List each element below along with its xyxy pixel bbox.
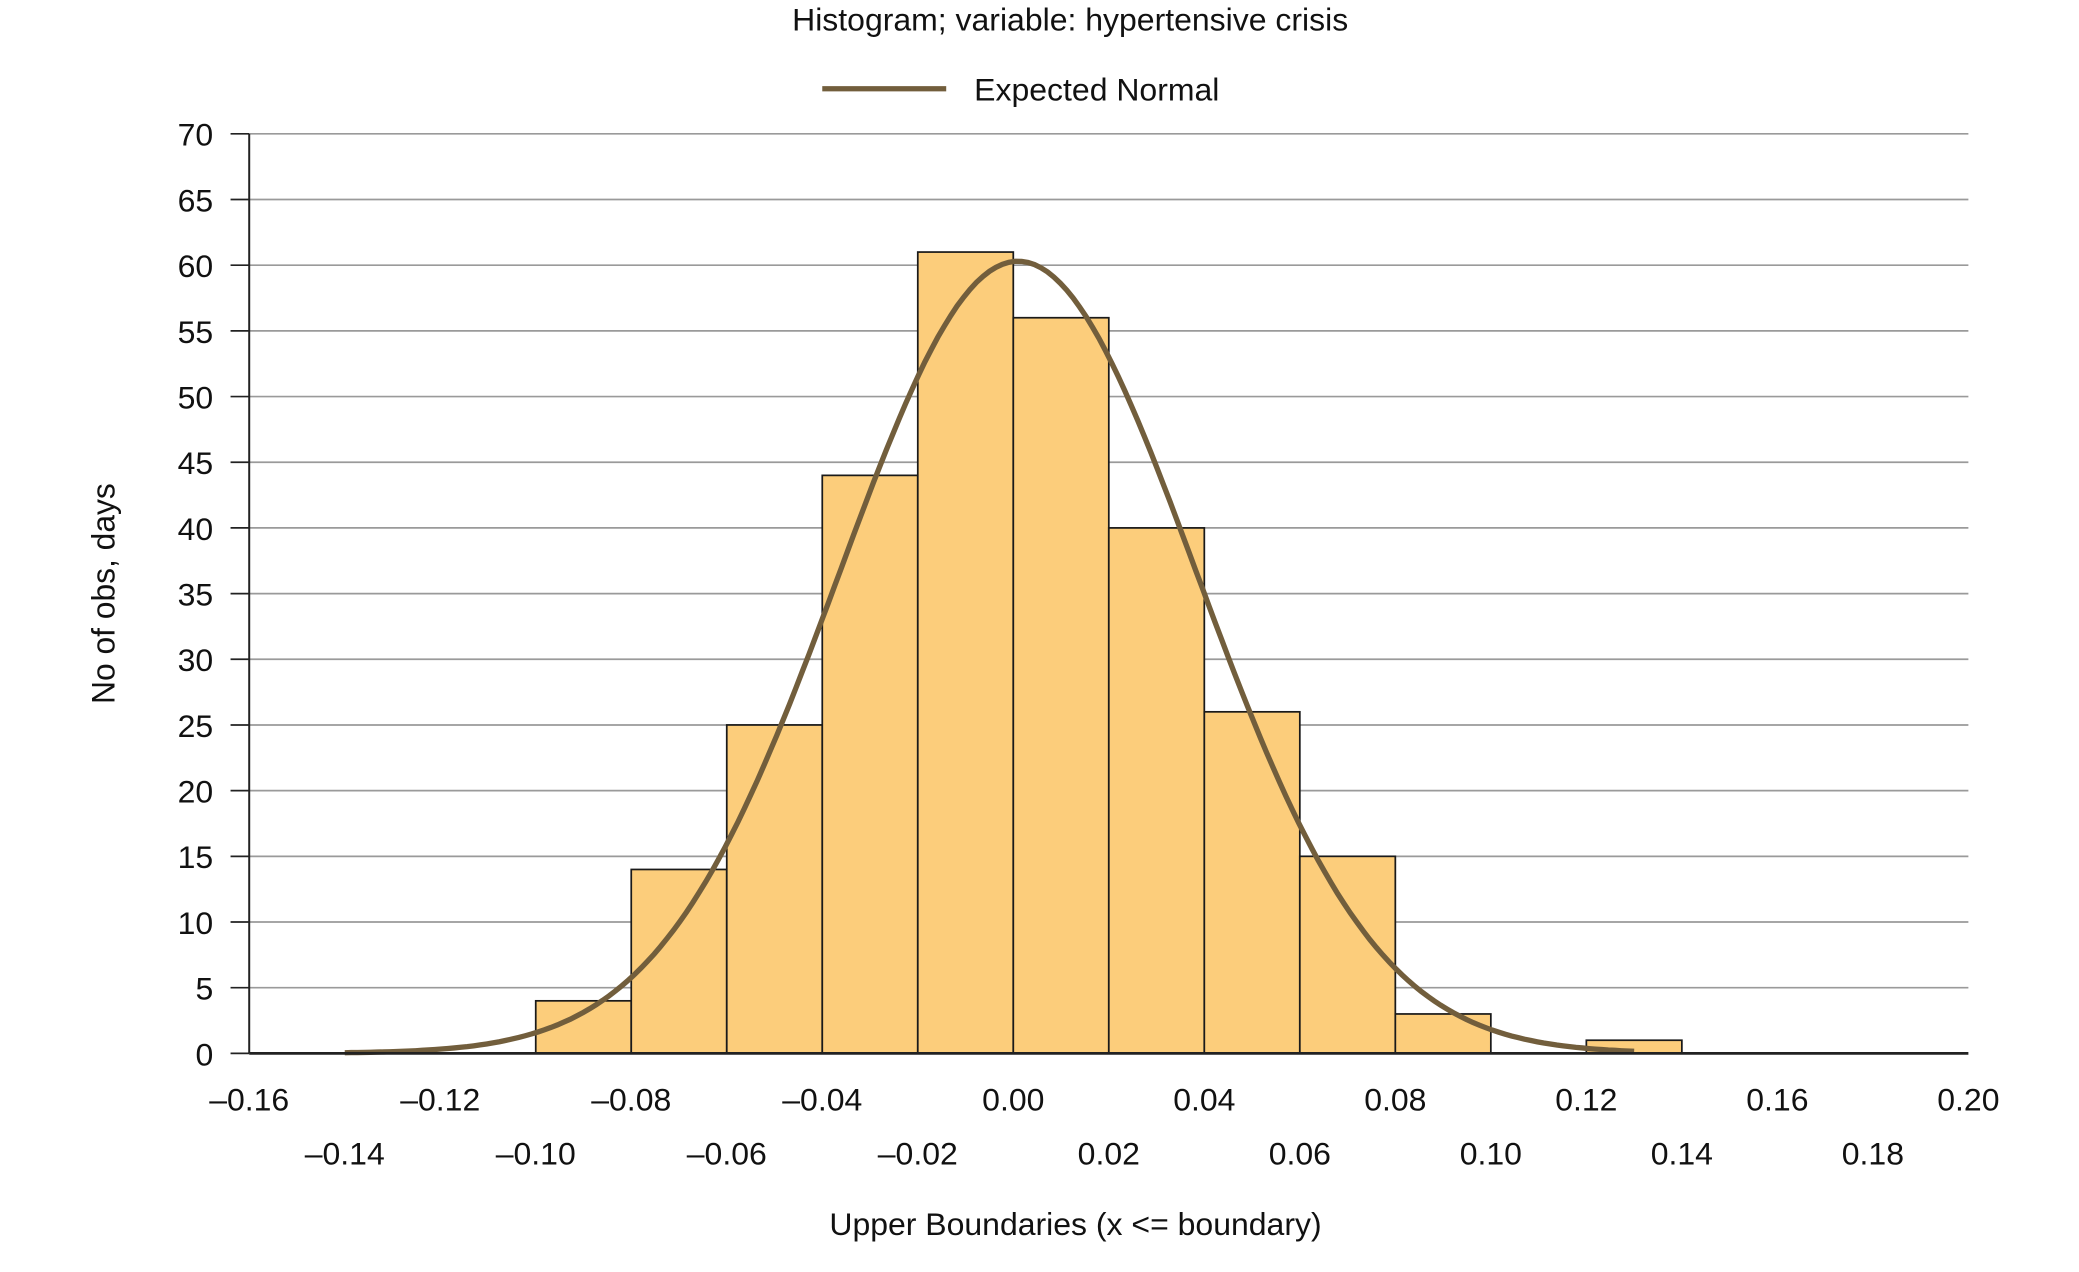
legend-label-expected-normal: Expected Normal bbox=[974, 72, 1219, 108]
x-tick-label: –0.02 bbox=[878, 1136, 958, 1172]
y-tick-label: 60 bbox=[178, 248, 214, 284]
histogram-bar bbox=[821, 474, 919, 1055]
histogram-bar bbox=[725, 724, 824, 1055]
y-tick-label: 45 bbox=[178, 445, 214, 481]
y-tick-label: 10 bbox=[178, 905, 214, 941]
histogram-bar bbox=[1394, 1013, 1492, 1055]
x-tick-label: –0.08 bbox=[591, 1081, 671, 1117]
x-tick-label: –0.14 bbox=[305, 1136, 385, 1172]
x-tick-label: –0.06 bbox=[687, 1136, 767, 1172]
x-tick-label: –0.16 bbox=[209, 1081, 289, 1117]
y-tick-label: 30 bbox=[178, 642, 214, 678]
y-tick-label: 20 bbox=[178, 774, 214, 810]
chart-title: Histogram; variable: hypertensive crisis bbox=[792, 2, 1348, 38]
histogram-bar bbox=[1203, 710, 1301, 1055]
x-tick-label: 0.06 bbox=[1269, 1136, 1331, 1172]
x-tick-label: 0.00 bbox=[982, 1081, 1044, 1117]
x-axis-label: Upper Boundaries (x <= boundary) bbox=[829, 1206, 1321, 1242]
histogram-bar bbox=[1107, 527, 1206, 1055]
histogram-bar bbox=[1012, 316, 1110, 1055]
x-tick-label: 0.18 bbox=[1842, 1136, 1904, 1172]
x-tick-label: 0.08 bbox=[1364, 1081, 1426, 1117]
x-tick-label: 0.02 bbox=[1078, 1136, 1140, 1172]
y-tick-label: 55 bbox=[178, 314, 214, 350]
y-tick-label: 70 bbox=[178, 117, 214, 153]
x-tick-label: 0.12 bbox=[1555, 1081, 1617, 1117]
y-axis-label: No of obs, days bbox=[86, 483, 122, 704]
y-tick-label: 40 bbox=[178, 511, 214, 547]
y-tick-label: 15 bbox=[178, 839, 214, 875]
x-tick-label: –0.04 bbox=[782, 1081, 862, 1117]
x-tick-label: 0.14 bbox=[1651, 1136, 1713, 1172]
x-tick-label: –0.12 bbox=[400, 1081, 480, 1117]
histogram-bar bbox=[916, 251, 1015, 1055]
y-tick-label: 0 bbox=[195, 1036, 213, 1072]
y-tick-label: 65 bbox=[178, 183, 214, 219]
x-tick-label: 0.10 bbox=[1460, 1136, 1522, 1172]
x-tick-label: 0.16 bbox=[1746, 1081, 1808, 1117]
expected-normal-curve bbox=[344, 258, 1635, 1056]
x-tick-label: 0.20 bbox=[1937, 1081, 1999, 1117]
x-tick-label: 0.04 bbox=[1173, 1081, 1235, 1117]
y-tick-label: 50 bbox=[178, 380, 214, 416]
y-tick-label: 25 bbox=[178, 708, 214, 744]
x-tick-label: –0.10 bbox=[496, 1136, 576, 1172]
y-tick-label: 5 bbox=[195, 971, 213, 1007]
y-tick-label: 35 bbox=[178, 577, 214, 613]
legend: Expected Normal bbox=[822, 72, 1219, 108]
